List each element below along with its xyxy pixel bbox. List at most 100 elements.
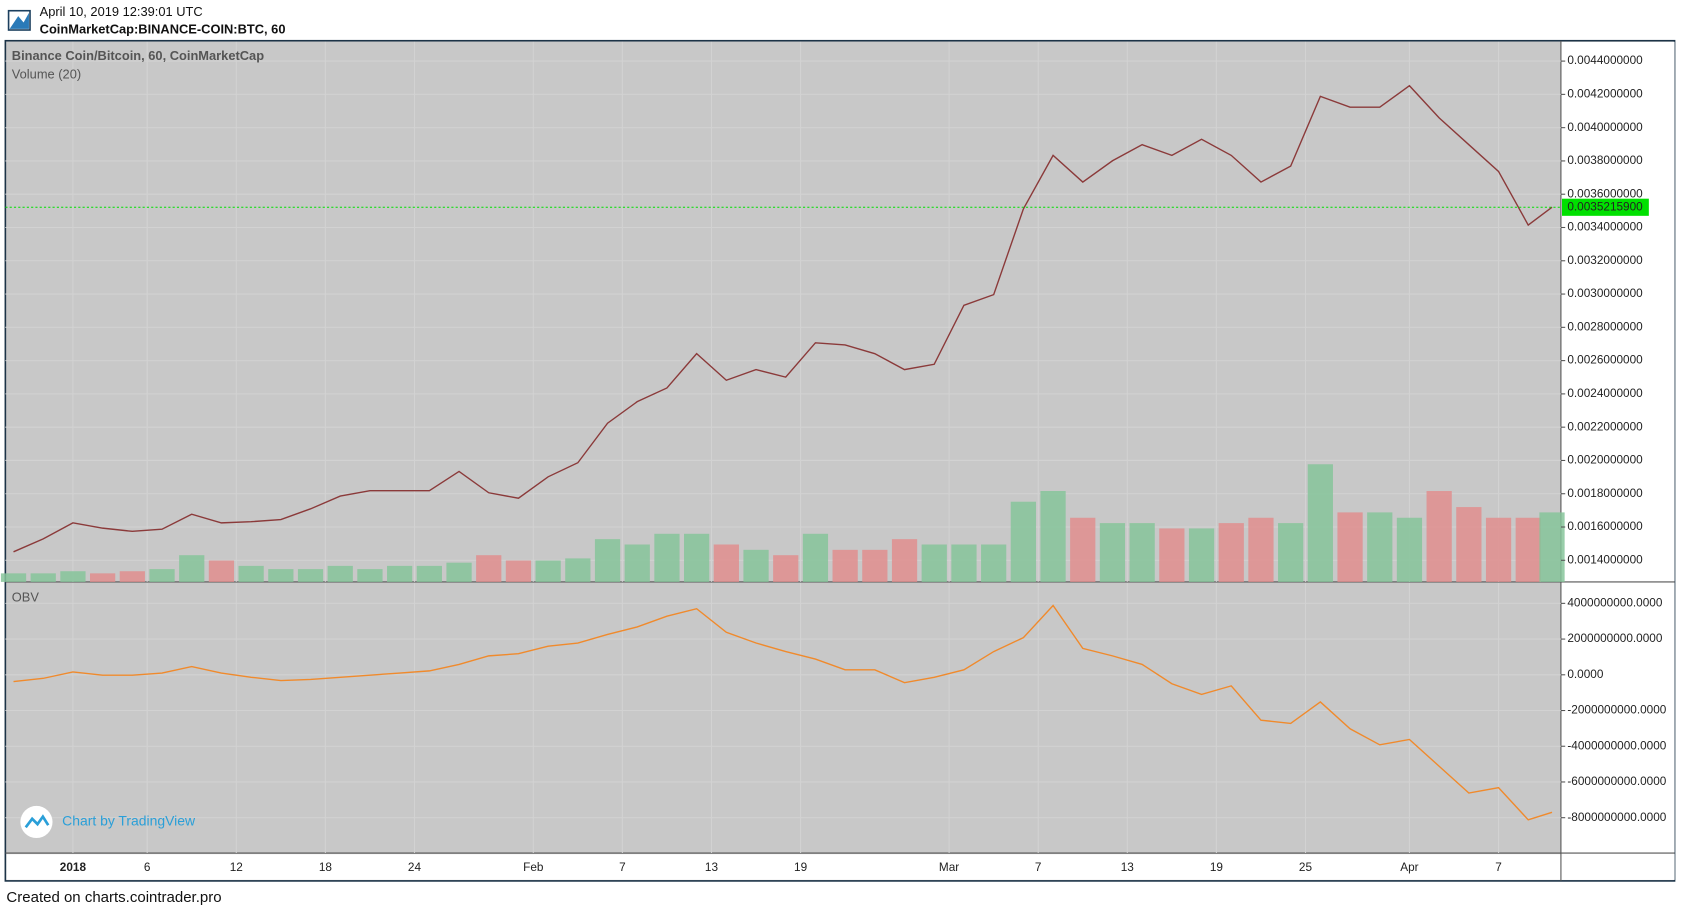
x-tick-label: Mar bbox=[939, 861, 959, 874]
y-tick-label: 0.0018000000 bbox=[1567, 487, 1643, 500]
x-tick-label: 25 bbox=[1299, 861, 1313, 874]
volume-title: Volume (20) bbox=[12, 66, 81, 81]
volume-bar bbox=[862, 549, 888, 582]
y-tick-label: 0.0042000000 bbox=[1567, 87, 1643, 100]
volume-bar bbox=[60, 571, 86, 582]
series-line bbox=[13, 604, 1553, 821]
y-tick-label: 0.0040000000 bbox=[1567, 121, 1643, 134]
volume-bar bbox=[268, 569, 294, 582]
grid bbox=[5, 41, 1561, 854]
x-tick-label: 7 bbox=[1035, 861, 1042, 874]
volume-bar bbox=[624, 544, 650, 582]
volume-bar bbox=[446, 562, 472, 582]
volume-bar bbox=[1396, 517, 1423, 582]
footer: Created on charts.cointrader.pro bbox=[6, 889, 221, 906]
x-tick-label: 18 bbox=[319, 861, 333, 874]
y-tick-label: 0.0030000000 bbox=[1567, 287, 1643, 300]
y-tick-label: 0.0024000000 bbox=[1567, 387, 1643, 400]
y-tick-label: 0.0016000000 bbox=[1567, 520, 1643, 533]
marks bbox=[0, 84, 1565, 821]
volume-bar bbox=[387, 565, 413, 582]
volume-bar bbox=[1010, 501, 1036, 582]
y-tick-label: -2000000000.0000 bbox=[1567, 704, 1666, 717]
y-tick-label: 0.0020000000 bbox=[1567, 454, 1643, 467]
price-axis-bg bbox=[1560, 41, 1675, 880]
volume-bar bbox=[981, 544, 1007, 582]
volume-bar bbox=[1099, 523, 1126, 582]
volume-bar bbox=[416, 565, 442, 582]
y-tick-label: 0.0022000000 bbox=[1567, 420, 1643, 433]
volume-bar bbox=[1218, 523, 1244, 582]
volume-bar bbox=[594, 539, 621, 582]
y-tick-label: 0.0044000000 bbox=[1567, 54, 1643, 67]
volume-bar bbox=[208, 560, 235, 582]
watermark[interactable]: Chart by TradingView bbox=[20, 805, 196, 839]
volume-bar bbox=[505, 560, 532, 582]
obv-title: OBV bbox=[12, 589, 40, 604]
volume-bar bbox=[30, 573, 56, 582]
time-axis-bg bbox=[6, 854, 1675, 880]
volume-bar bbox=[951, 544, 977, 582]
x-tick-label: 19 bbox=[794, 861, 807, 874]
y-tick-label: 0.0034000000 bbox=[1567, 221, 1643, 234]
last-price-badge bbox=[1562, 198, 1649, 216]
volume-bar bbox=[149, 569, 175, 582]
chart-title: Binance Coin/Bitcoin, 60, CoinMarketCap bbox=[12, 48, 264, 63]
y-tick-label: -8000000000.0000 bbox=[1567, 811, 1666, 824]
x-tick-label: 12 bbox=[230, 861, 243, 874]
volume-bar bbox=[1426, 491, 1452, 582]
x-tick-label: 13 bbox=[705, 861, 719, 874]
y-tick-label: 0.0038000000 bbox=[1567, 154, 1643, 167]
series-line bbox=[13, 84, 1553, 553]
volume-bar bbox=[297, 569, 324, 582]
volume-bar bbox=[1367, 512, 1393, 582]
volume-bar bbox=[1485, 517, 1512, 582]
volume-bar bbox=[1337, 512, 1363, 582]
volume-bar bbox=[1278, 523, 1304, 582]
volume-bar bbox=[802, 533, 829, 582]
y-tick-label: 0.0036000000 bbox=[1567, 187, 1643, 200]
x-tick-label: 13 bbox=[1121, 861, 1135, 874]
x-tick-label: 19 bbox=[1210, 861, 1223, 874]
y-tick-label: 2000000000.0000 bbox=[1567, 632, 1662, 645]
y-tick-label: 0.0032000000 bbox=[1567, 254, 1643, 267]
volume-bar bbox=[179, 555, 205, 582]
volume-bar bbox=[684, 533, 710, 582]
x-tick-label: 7 bbox=[1495, 861, 1502, 874]
x-tick-label: 7 bbox=[619, 861, 626, 874]
volume-bar bbox=[476, 555, 502, 582]
volume-bar bbox=[1129, 523, 1155, 582]
y-tick-label: 0.0000 bbox=[1567, 668, 1603, 681]
volume-bar bbox=[891, 539, 918, 582]
volume-bar bbox=[0, 573, 27, 582]
y-tick-label: 0.0014000000 bbox=[1567, 553, 1643, 566]
volume-bar bbox=[743, 549, 769, 582]
volume-bar bbox=[238, 565, 264, 582]
volume-bar bbox=[773, 555, 799, 582]
volume-bar bbox=[90, 573, 116, 582]
logo bbox=[7, 9, 31, 31]
volume-bar bbox=[535, 560, 561, 582]
watermark-text[interactable]: Chart by TradingView bbox=[62, 813, 196, 829]
volume-bar bbox=[832, 549, 858, 582]
x-tick-label: 6 bbox=[144, 861, 151, 874]
last-price-label: 0.0035215900 bbox=[1567, 200, 1643, 213]
volume-bar bbox=[1307, 464, 1333, 582]
y-tick-label: -4000000000.0000 bbox=[1567, 739, 1666, 752]
y-tick-label: 4000000000.0000 bbox=[1567, 596, 1662, 609]
y-tick-label: 0.0028000000 bbox=[1567, 320, 1643, 333]
volume-bar bbox=[119, 571, 145, 582]
volume-bar bbox=[327, 565, 353, 582]
volume-bar bbox=[1040, 491, 1066, 582]
x-tick-label: 24 bbox=[408, 861, 422, 874]
x-tick-label: 2018 bbox=[60, 861, 87, 874]
volume-bar bbox=[357, 569, 383, 582]
volume-bar bbox=[921, 544, 947, 582]
y-tick-label: -6000000000.0000 bbox=[1567, 775, 1666, 788]
volume-bar bbox=[1070, 517, 1096, 582]
volume-bar bbox=[565, 558, 591, 582]
volume-bar bbox=[654, 533, 680, 582]
symbol: CoinMarketCap:BINANCE-COIN:BTC, 60 bbox=[40, 21, 286, 36]
